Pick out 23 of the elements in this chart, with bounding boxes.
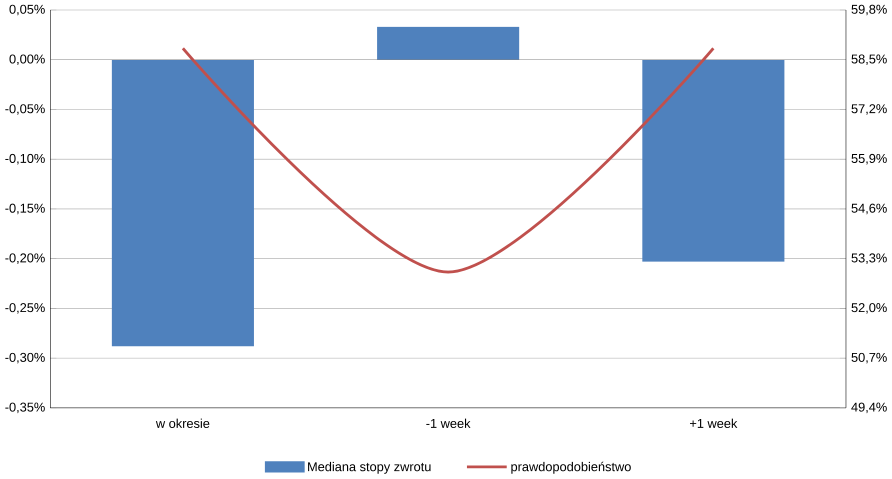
y2-tick-label: 58,5% xyxy=(852,54,887,66)
x-tick-label: -1 week xyxy=(426,418,471,428)
y-tick-label: 0,00% xyxy=(10,54,45,66)
legend-label: prawdopodobieństwo xyxy=(511,462,631,474)
y-tick-label: -0,25% xyxy=(5,303,45,314)
y-tick-label: -0,10% xyxy=(5,154,45,165)
y2-tick-label: 53,3% xyxy=(852,254,887,264)
y2-tick-label: 57,2% xyxy=(852,104,887,115)
legend-label: Mediana stopy zwrotu xyxy=(308,462,431,474)
y2-tick-label: 59,8% xyxy=(852,4,887,16)
y2-tick-label: 50,7% xyxy=(852,353,887,364)
y-tick-label: -0,30% xyxy=(5,353,45,364)
y-tick-label: -0,15% xyxy=(5,204,45,214)
x-tick-label: +1 week xyxy=(690,418,738,428)
x-tick-label: w okresie xyxy=(156,418,210,428)
y-tick-label: -0,05% xyxy=(5,104,45,115)
y-tick-label: -0,20% xyxy=(5,254,45,264)
y2-tick-label: 49,4% xyxy=(851,402,887,414)
y2-tick-label: 54,6% xyxy=(852,204,887,214)
y2-tick-label: 55,9% xyxy=(852,154,887,165)
y-tick-label: 0,05% xyxy=(10,4,45,16)
y-tick-label: -0,35% xyxy=(5,402,45,414)
y2-tick-label: 52,0% xyxy=(852,303,887,314)
